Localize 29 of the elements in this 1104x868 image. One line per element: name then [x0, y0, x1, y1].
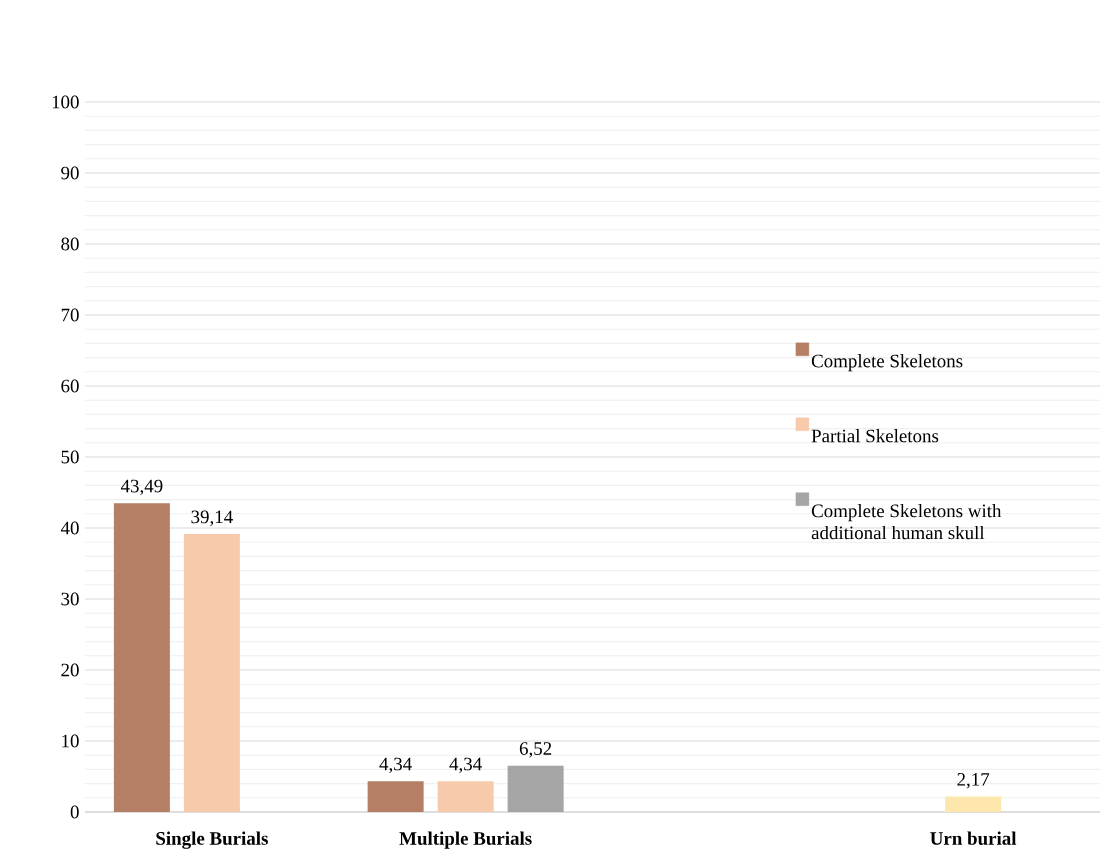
y-tick-label: 100: [52, 95, 79, 109]
y-tick-label: 90: [61, 166, 79, 180]
bar: [183, 534, 240, 812]
y-tick-label: 40: [60, 521, 79, 535]
data-label: 4,34: [449, 757, 482, 774]
legend-label: Complete Skeletons with additional human skull: [811, 503, 1002, 540]
y-tick-label: 30: [61, 592, 79, 606]
data-label: 6,52: [519, 742, 552, 758]
y-tick-label: 10: [62, 734, 79, 748]
bar: [507, 765, 564, 812]
data-label: 4,34: [379, 757, 412, 774]
y-tick-label: 50: [61, 450, 79, 464]
y-tick-label: 60: [61, 379, 79, 393]
bar: [367, 781, 424, 812]
y-tick-label: 80: [61, 237, 79, 251]
legend-label: Partial Skeletons: [811, 429, 939, 443]
x-tick-label: Single Burials: [156, 831, 268, 849]
bar: [437, 781, 494, 812]
y-tick-label: 0: [70, 805, 79, 819]
data-label: 43,49: [120, 479, 163, 496]
y-tick-label: 70: [61, 308, 79, 322]
bar: [945, 796, 1002, 812]
legend-label: Complete Skeletons: [811, 354, 963, 372]
x-tick-label: Multiple Burials: [399, 831, 532, 849]
y-tick-label: 20: [61, 663, 79, 677]
bar: [113, 503, 170, 812]
data-label: 2,17: [957, 773, 990, 789]
x-tick-label: Urn burial: [930, 831, 1017, 845]
data-label: 39,14: [191, 510, 233, 527]
